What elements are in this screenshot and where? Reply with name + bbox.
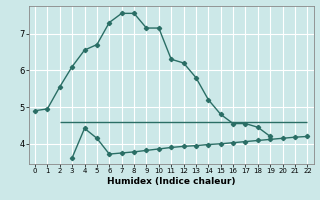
X-axis label: Humidex (Indice chaleur): Humidex (Indice chaleur) <box>107 177 236 186</box>
